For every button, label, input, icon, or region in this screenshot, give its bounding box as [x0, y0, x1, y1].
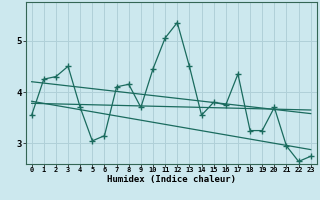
X-axis label: Humidex (Indice chaleur): Humidex (Indice chaleur) [107, 175, 236, 184]
